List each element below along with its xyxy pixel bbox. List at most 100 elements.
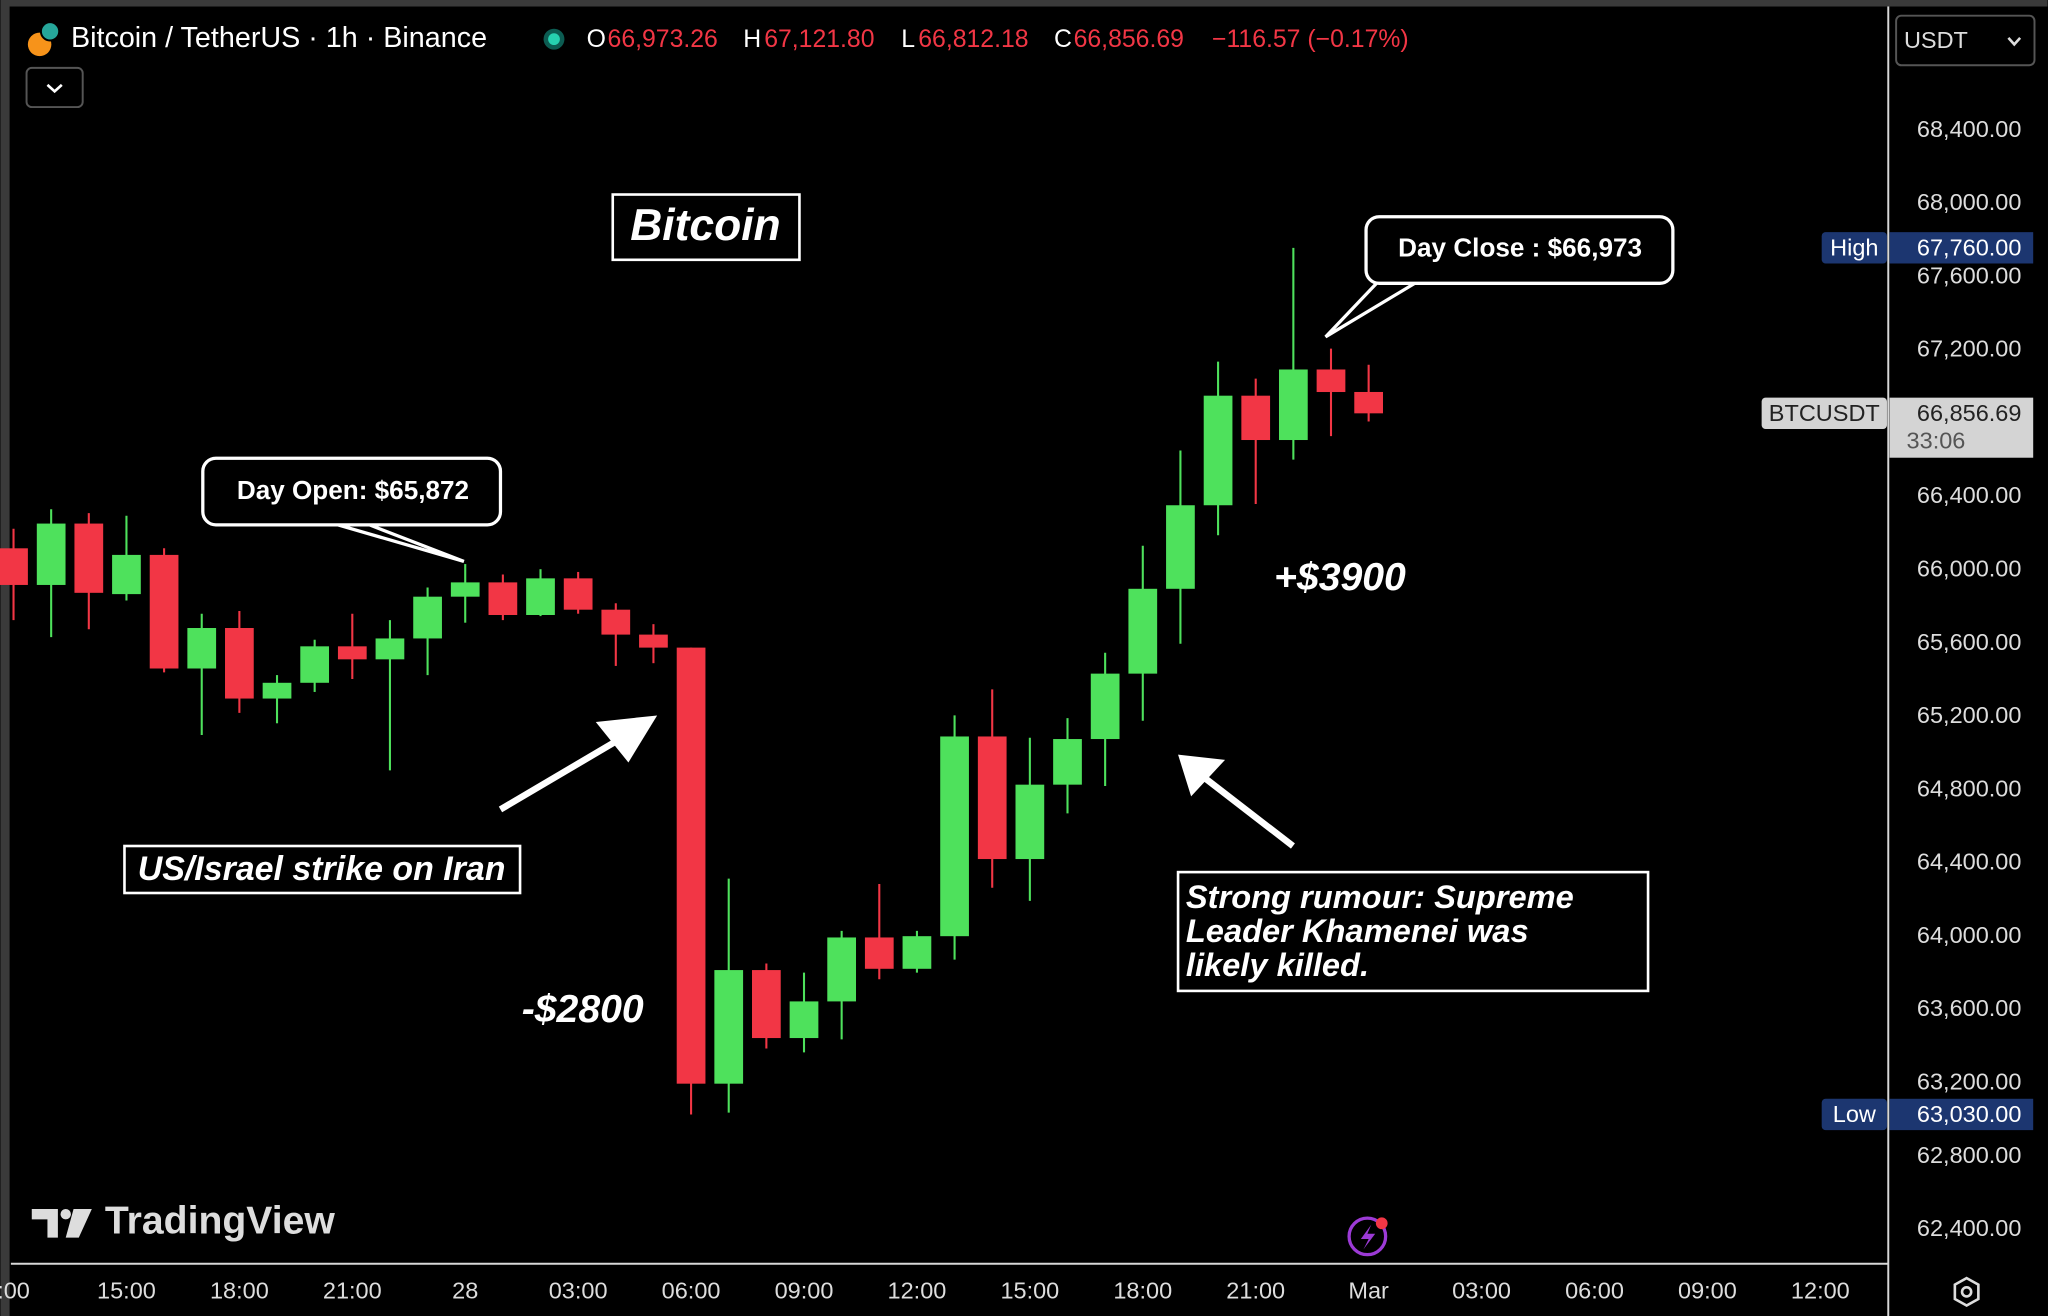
x-tick-label: 18:00 (210, 1278, 269, 1304)
y-tick-label: 66,000.00 (1917, 555, 2022, 581)
candle-body (375, 638, 405, 660)
price-badge-value-bg (1889, 1098, 2034, 1131)
candle-body (488, 582, 518, 615)
candle-body (1354, 391, 1384, 414)
chart-background (9, 6, 2048, 1316)
candle-body (1128, 588, 1158, 674)
watermark-text: TradingView (105, 1200, 335, 1243)
price-badge-label: High (1830, 234, 1878, 260)
y-tick-label: 63,600.00 (1917, 995, 2022, 1021)
y-tick-label: 67,600.00 (1917, 262, 2022, 288)
callout-box (1364, 215, 1675, 285)
y-tick-label: 67,200.00 (1917, 336, 2022, 362)
candle-body (225, 628, 254, 699)
y-tick-label: 62,800.00 (1917, 1142, 2022, 1168)
price-change: −116.57 (−0.17%) (1212, 26, 1409, 53)
annotation-strike: US/Israel strike on Iran (138, 850, 506, 888)
candle-body (714, 970, 744, 1084)
ohlc-key: H (743, 26, 761, 53)
candle-body (187, 628, 217, 669)
y-tick-label: 63,200.00 (1917, 1069, 2022, 1095)
ohlc-key: C (1054, 26, 1072, 53)
currency-label: USDT (1904, 27, 1968, 53)
candle-body (1053, 739, 1082, 785)
y-tick-label: 68,400.00 (1917, 116, 2022, 142)
y-tick-label: 68,000.00 (1917, 189, 2022, 215)
price-badge-label-bg (1761, 397, 1887, 429)
callout-tail (1324, 280, 1418, 339)
symbol-icon (27, 21, 61, 57)
candle-body (1166, 505, 1195, 589)
x-tick-label: 06:00 (1565, 1278, 1624, 1304)
candle-body (413, 596, 442, 639)
candle-body (36, 523, 66, 585)
candle-body (1241, 395, 1271, 441)
candle-body (1278, 369, 1308, 441)
price-badge-value-bg (1889, 397, 2034, 458)
price-badge-value: 67,760.00 (1917, 234, 2022, 260)
candle-body (977, 736, 1007, 860)
watermark: TradingView (31, 1200, 335, 1243)
annotation-day-open: Day Open: $65,872 (237, 475, 469, 505)
x-tick-label: Mar (1348, 1278, 1389, 1304)
settings-button[interactable] (1953, 1276, 1980, 1308)
title-box (611, 193, 801, 262)
candle-body (149, 554, 179, 669)
candle-body (300, 646, 330, 683)
candle-body (752, 970, 781, 1039)
x-tick-label: 21:00 (323, 1278, 382, 1304)
x-tick-label: 15:00 (97, 1278, 156, 1304)
x-tick-label: 06:00 (662, 1278, 721, 1304)
candle-body (1203, 395, 1233, 506)
candle-body (262, 682, 292, 699)
price-badge-label: Low (1833, 1101, 1877, 1127)
annotation-rumour: Strong rumour: Supreme (1186, 878, 1574, 915)
candle-body (902, 936, 932, 969)
price-badge-label-bg (1821, 1098, 1887, 1131)
annotation-day-close: Day Close : $66,973 (1398, 232, 1642, 262)
y-tick-label: 64,400.00 (1917, 849, 2022, 875)
candle-body (337, 646, 367, 660)
candle-body (1316, 369, 1346, 393)
x-tick-label: 21:00 (1226, 1278, 1285, 1304)
price-axis: 62,400.00 62,800.00 63,200.00 63,600.00 64,0… (1761, 116, 2034, 1241)
annotation-rise: +$3900 (1274, 556, 1406, 599)
x-tick-label: 28 (452, 1278, 478, 1304)
symbol-title: Bitcoin / TetherUS · 1h · Binance (71, 22, 487, 54)
plot (0, 247, 1384, 1115)
candle-body (864, 937, 894, 969)
price-badge-value-bg (1889, 232, 2034, 264)
x-tick-label: 12:00 (888, 1278, 947, 1304)
ohlc-key: L (901, 26, 915, 53)
candle-body (563, 578, 593, 610)
candle-body (601, 609, 631, 635)
collapse-button[interactable] (25, 66, 84, 109)
ohlc-value: 66,856.69 (1074, 26, 1184, 53)
annotation-rumour: likely killed. (1186, 946, 1369, 983)
candle-body (827, 937, 857, 1002)
candle-body (1015, 784, 1045, 860)
ohlc-value: 66,812.18 (918, 26, 1028, 53)
x-tick-label: 03:00 (549, 1278, 608, 1304)
arrow (1178, 754, 1295, 849)
annotation-box (1176, 870, 1650, 993)
ohlc-value: 66,973.26 (608, 26, 718, 53)
market-status-dot (548, 33, 560, 46)
x-tick-label: 03:00 (1452, 1278, 1511, 1304)
y-tick-label: 65,600.00 (1917, 629, 2022, 655)
candle-body (940, 736, 969, 937)
candle-body (789, 1001, 819, 1039)
currency-dropdown[interactable]: USDT (1895, 14, 2036, 67)
y-tick-label: 65,200.00 (1917, 702, 2022, 728)
alert-icon[interactable] (1347, 1216, 1388, 1257)
price-badge-label-bg (1821, 232, 1887, 264)
candle-body (639, 634, 668, 648)
y-tick-label: 64,000.00 (1917, 922, 2022, 948)
ohlc-value: 67,121.80 (764, 26, 874, 53)
candle-body (676, 647, 706, 1084)
y-tick-label: 62,400.00 (1917, 1215, 2022, 1241)
candle-body (112, 554, 141, 595)
y-tick-label: 64,800.00 (1917, 775, 2022, 801)
candle-body (74, 523, 104, 593)
